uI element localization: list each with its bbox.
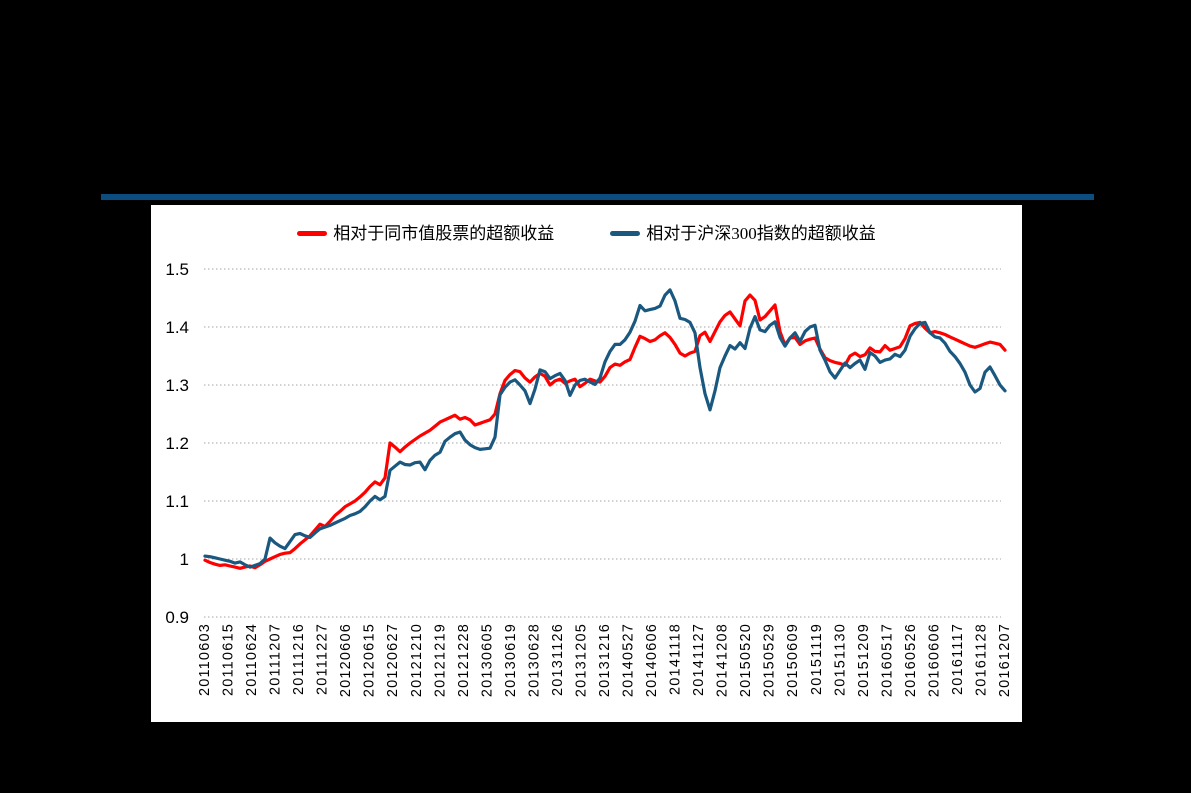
y-axis-tick-label: 1.2 <box>165 434 189 453</box>
chart-panel: 相对于同市值股票的超额收益 相对于沪深300指数的超额收益 1.5 1.4 1.3 1… <box>151 205 1022 722</box>
x-axis-tick-label: 20160526 <box>903 623 919 697</box>
x-axis-tick-label: 20110603 <box>197 623 213 696</box>
x-axis-tick-label: 20111216 <box>291 623 307 695</box>
x-axis-tick-label: 20130628 <box>526 623 542 697</box>
x-axis-tick-label: 20151130 <box>832 623 848 696</box>
y-axis-tick-label: 1 <box>180 550 189 569</box>
legend-label-blue: 相对于沪深300指数的超额收益 <box>646 224 876 243</box>
x-axis-tick-label: 20130605 <box>479 623 495 697</box>
x-axis-tick-label: 20150520 <box>738 623 754 697</box>
series-line-red <box>203 293 1007 570</box>
x-axis-tick-label: 20151209 <box>856 623 872 697</box>
legend-item-blue: 相对于沪深300指数的超额收益 <box>610 225 876 242</box>
chart-legend: 相对于同市值股票的超额收益 相对于沪深300指数的超额收益 <box>151 225 1022 242</box>
x-axis-tick-label: 20160517 <box>879 623 895 697</box>
y-axis-tick-label: 1.1 <box>165 492 189 511</box>
x-axis-tick-label: 20111207 <box>268 623 284 695</box>
line-chart-plot: 1.5 1.4 1.3 1.2 1.1 1 0.9 20110603 20110615 20110… <box>165 260 1013 697</box>
x-axis-tick-label: 20131205 <box>574 623 590 697</box>
y-axis-tick-label: 1.3 <box>165 376 189 395</box>
x-axis-tick-label: 20131216 <box>597 623 613 697</box>
x-axis-tick-label: 20150609 <box>785 623 801 697</box>
x-axis-tick-label: 20150529 <box>762 623 778 697</box>
x-axis-tick-label: 20161207 <box>997 623 1013 697</box>
y-axis-tick-label: 1.4 <box>165 318 189 337</box>
x-axis-tick-label: 20161128 <box>974 623 990 696</box>
x-axis-tick-label: 20130619 <box>503 623 519 697</box>
blue-line-swatch-icon <box>610 231 641 236</box>
x-axis-tick-label: 20120615 <box>362 623 378 697</box>
y-axis-tick-label: 0.9 <box>165 608 189 627</box>
x-axis-tick-label: 20140606 <box>644 623 660 697</box>
x-axis-tick-label: 20110624 <box>244 623 260 696</box>
x-axis-tick-label: 20120627 <box>385 623 401 697</box>
x-axis-tick-label: 20151119 <box>809 623 825 695</box>
x-axis-tick-label: 20121228 <box>456 623 472 697</box>
x-axis-tick-label: 20110615 <box>221 623 237 696</box>
legend-item-red: 相对于同市值股票的超额收益 <box>297 225 554 242</box>
x-axis-tick-label: 20131126 <box>550 623 566 696</box>
legend-label-red: 相对于同市值股票的超额收益 <box>333 224 555 243</box>
series-line-blue <box>203 288 1007 569</box>
x-axis-tick-label: 20140527 <box>621 623 637 697</box>
x-axis-tick-label: 20141208 <box>715 623 731 697</box>
x-axis-tick-label: 20160606 <box>926 623 942 697</box>
y-axis-tick-label: 1.5 <box>165 260 189 279</box>
red-line-swatch-icon <box>297 231 328 236</box>
x-axis-tick-label: 20121210 <box>409 623 425 697</box>
x-axis-tick-label: 20121219 <box>432 623 448 697</box>
x-axis-tick-label: 20111227 <box>315 623 331 695</box>
header-rule-bar <box>101 194 1094 200</box>
x-axis-tick-label: 20161117 <box>950 623 966 695</box>
x-axis-tick-label: 20141118 <box>668 623 684 695</box>
x-axis-tick-label: 20120606 <box>338 623 354 697</box>
x-axis-tick-label: 20141127 <box>691 623 707 696</box>
